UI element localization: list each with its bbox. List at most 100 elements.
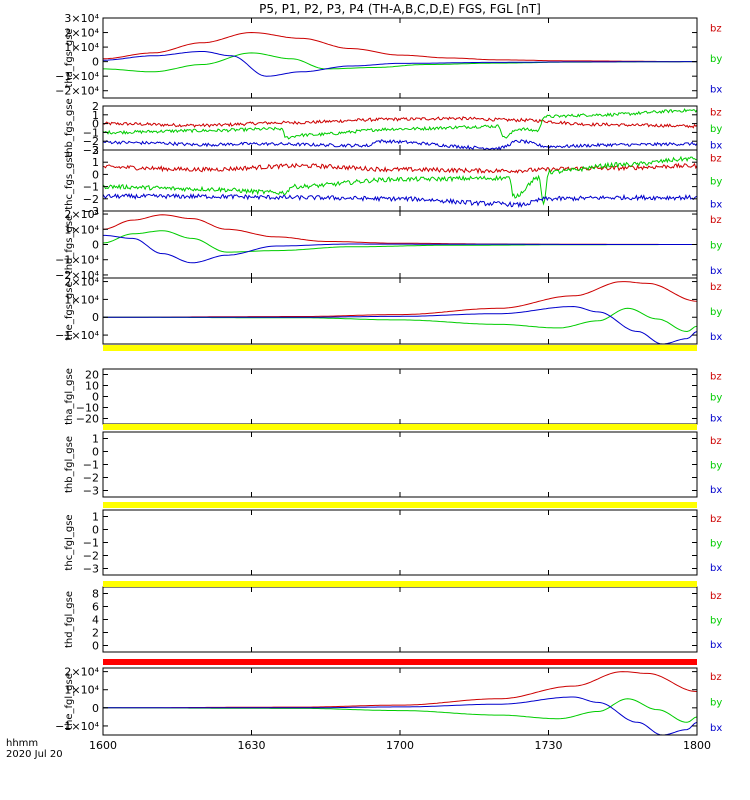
- panel-frame: [102, 509, 698, 576]
- y-tick-label: 1: [92, 156, 99, 169]
- legend-by: by: [710, 124, 722, 135]
- y-tick-label: 1: [92, 511, 99, 524]
- y-tick-label: 2×10⁴: [64, 27, 99, 40]
- y-axis-label: tha_fgs_gse: [64, 28, 75, 87]
- y-tick-label: −2: [83, 550, 99, 563]
- x-tick-label: 1800: [683, 739, 711, 752]
- series-bz-tha_fgs_gse: [103, 31, 697, 63]
- y-tick-label: −2: [83, 472, 99, 485]
- y-tick-label: 1×10⁴: [64, 41, 99, 54]
- y-axis-label: thb_fgs_gse: [64, 98, 75, 157]
- y-tick-label: 1×10⁴: [64, 293, 99, 306]
- legend-bx: bx: [710, 640, 722, 651]
- legend-by: by: [710, 307, 722, 318]
- y-tick-label: −1×10⁴: [55, 329, 99, 342]
- y-tick-label: −1: [83, 126, 99, 139]
- panel-frame: [102, 368, 698, 425]
- y-tick-label: 10: [85, 380, 99, 393]
- panel-frame: [102, 149, 698, 212]
- legend-bz: bz: [710, 215, 722, 226]
- y-tick-label: 2×10⁴: [64, 208, 99, 221]
- y-axis-label: thd_fgs_gse: [64, 215, 75, 274]
- legend-by: by: [710, 393, 722, 404]
- y-tick-label: 2: [92, 627, 99, 640]
- y-tick-label: −1×10⁴: [55, 254, 99, 267]
- panel-frame: [102, 667, 698, 736]
- legend-bz: bz: [710, 107, 722, 118]
- legend-bz: bz: [710, 24, 722, 35]
- chart-title: P5, P1, P2, P3, P4 (TH-A,B,C,D,E) FGS, F…: [259, 2, 541, 16]
- x-axis-label: hhmm: [6, 738, 38, 749]
- legend-by: by: [710, 698, 722, 709]
- panel-frame: [102, 17, 698, 99]
- y-tick-label: −3: [83, 205, 99, 218]
- y-tick-label: 0: [92, 311, 99, 324]
- y-tick-label: 3×10⁴: [64, 12, 99, 25]
- y-tick-label: 0: [92, 168, 99, 181]
- series-bx-thd_fgs_gse: [103, 234, 697, 264]
- date-label: 2020 Jul 20: [6, 749, 63, 760]
- y-tick-label: 0: [92, 702, 99, 715]
- series-by-the_fgs_gse: [103, 307, 698, 333]
- status-bar: [103, 424, 697, 430]
- y-axis-label: thb_fgl_gse: [64, 436, 75, 493]
- y-tick-label: −2: [83, 193, 99, 206]
- legend-bx: bx: [710, 200, 722, 211]
- y-tick-label: 8: [92, 588, 99, 601]
- series-by-the_fgl_gse: [103, 698, 698, 723]
- legend-by: by: [710, 177, 722, 188]
- status-bar: [103, 502, 697, 508]
- legend-by: by: [710, 461, 722, 472]
- y-axis-label: thc_fgs_gse: [64, 151, 75, 210]
- legend-bz: bz: [710, 436, 722, 447]
- panel-thc_fgl_gse: 10−1−2−3 thc_fgl_gse bz by bx: [64, 509, 722, 576]
- y-tick-label: −1×10⁴: [55, 70, 99, 83]
- series-bx-the_fgs_gse: [103, 305, 698, 345]
- x-tick-label: 1600: [89, 739, 117, 752]
- y-tick-label: −2×10⁴: [55, 269, 99, 282]
- y-tick-label: −3: [83, 144, 99, 157]
- y-axis-label: thd_fgl_gse: [64, 591, 75, 648]
- y-tick-label: −1: [83, 181, 99, 194]
- legend-bz: bz: [710, 372, 722, 383]
- legend-bz: bz: [710, 672, 722, 683]
- panel-thb_fgl_gse: 10−1−2−3 thb_fgl_gse bz by bx: [64, 431, 722, 498]
- y-tick-label: 0: [92, 239, 99, 252]
- panel-frame: [102, 277, 698, 345]
- status-bar: [103, 345, 697, 351]
- legend-bx: bx: [710, 723, 722, 734]
- legend-bz: bz: [710, 153, 722, 164]
- legend-bx: bx: [710, 141, 722, 152]
- legend-by: by: [710, 241, 722, 252]
- y-tick-label: 2×10⁴: [64, 276, 99, 289]
- series-by-thb_fgs_gse: [102, 108, 698, 140]
- legend-by: by: [710, 616, 722, 627]
- y-tick-label: 6: [92, 601, 99, 614]
- y-tick-label: −1: [83, 537, 99, 550]
- series-bx-tha_fgs_gse: [103, 51, 697, 77]
- legend-bx: bx: [710, 413, 722, 424]
- y-tick-label: −2: [83, 135, 99, 148]
- legend-bx: bx: [710, 332, 722, 343]
- y-axis-label: the_fgs_gse: [64, 281, 75, 340]
- y-tick-label: 4: [92, 614, 99, 627]
- y-tick-label: −2×10⁴: [55, 85, 99, 98]
- y-tick-label: 20: [85, 369, 99, 382]
- x-axis: 1600 1630 1700 1730 1800: [89, 739, 711, 752]
- x-tick-label: 1730: [535, 739, 563, 752]
- y-tick-label: 1×10⁴: [64, 223, 99, 236]
- y-tick-label: −20: [76, 413, 99, 426]
- legend-bz: bz: [710, 514, 722, 525]
- y-tick-label: −10: [76, 402, 99, 415]
- y-tick-label: −1×10⁴: [55, 720, 99, 733]
- y-tick-label: 1: [92, 433, 99, 446]
- y-tick-label: −3: [83, 485, 99, 498]
- y-axis-label: tha_fgl_gse: [64, 368, 75, 425]
- x-tick-label: 1700: [386, 739, 414, 752]
- y-tick-label: 0: [92, 391, 99, 404]
